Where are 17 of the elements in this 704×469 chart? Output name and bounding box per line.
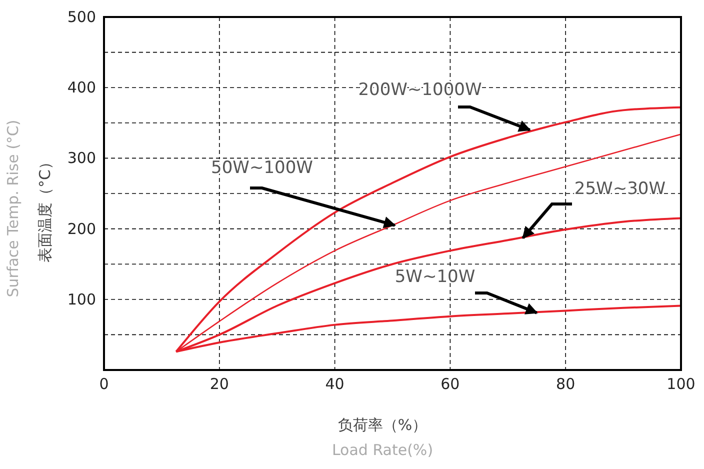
x-tick-label: 60 <box>440 375 460 393</box>
x-tick-label: 40 <box>325 375 344 393</box>
y-tick-label: 500 <box>67 8 96 26</box>
annotation: 5W~10W <box>394 267 476 287</box>
y-tick-label: 200 <box>67 220 96 238</box>
x-tick-label: 0 <box>99 375 109 393</box>
x-tick-label: 80 <box>556 375 576 393</box>
y-tick-label: 100 <box>67 290 96 308</box>
y-tick-label: 300 <box>67 149 96 168</box>
annotation: 200W~1000W <box>358 80 482 100</box>
annotation: 50W~100W <box>211 158 314 178</box>
y-tick-label: 400 <box>67 78 96 97</box>
x-tick-label: 100 <box>666 375 696 393</box>
x-axis-title: 负荷率（%） Load Rate(%) <box>332 416 434 459</box>
x-tick-label: 20 <box>210 375 229 393</box>
y-axis-title: 表面温度（°C） Surface Temp. Rise (°C) <box>4 120 54 298</box>
annotation: 25W~30W <box>574 179 666 199</box>
